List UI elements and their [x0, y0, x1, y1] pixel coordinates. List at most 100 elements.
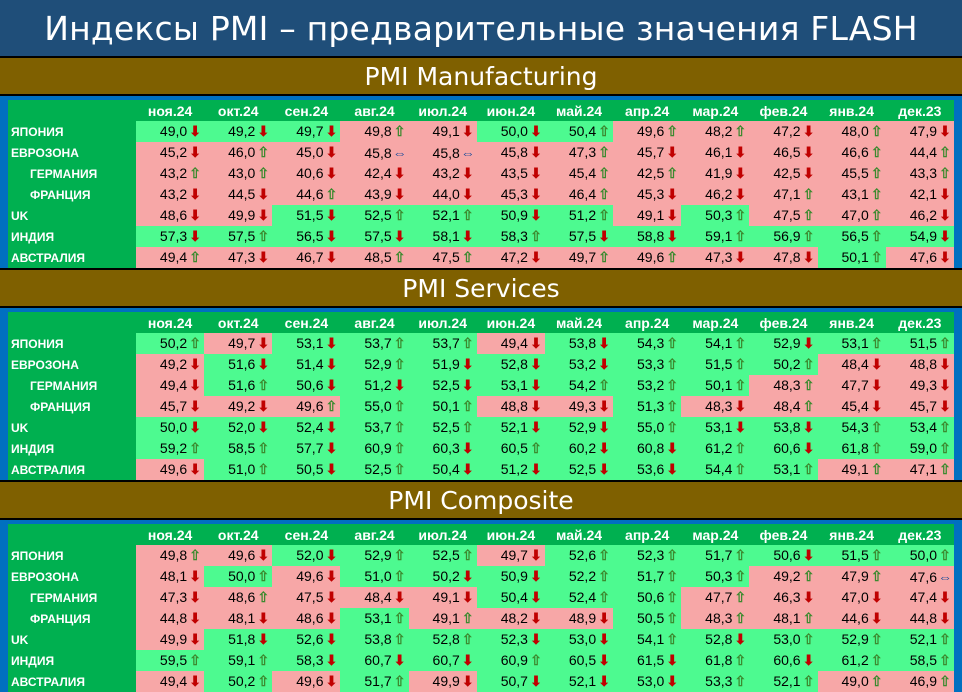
value-cell: 58,8 ⬇: [613, 226, 682, 247]
value-text: 51,5: [705, 356, 733, 372]
value-text: 47,2: [773, 123, 801, 139]
up-arrow-icon: ⇧: [734, 461, 747, 477]
value-cell: 43,2 ⬇: [408, 163, 477, 184]
down-arrow-icon: ⬇: [530, 673, 542, 689]
value-text: 60,5: [568, 652, 597, 668]
value-cell: 53,1 ⇧: [749, 459, 818, 480]
down-arrow-icon: ⬇: [530, 165, 542, 181]
up-arrow-icon: ⇧: [393, 419, 406, 435]
value-text: 61,2: [705, 440, 733, 456]
down-arrow-icon: ⬇: [189, 398, 202, 414]
value-text: 57,5: [364, 228, 392, 244]
value-cell: 53,0 ⬇: [613, 671, 682, 692]
value-text: 52,1: [568, 673, 597, 689]
value-cell: 48,4 ⬇: [817, 354, 886, 375]
down-arrow-icon: ⬇: [257, 207, 270, 223]
value-text: 52,3: [637, 547, 665, 563]
table-row: ИНДИЯ 59,2 ⇧ 58,5 ⇧ 57,7 ⬇ 60,9 ⇧ 60,3 ⬇ 60,5 ⇧ 60,2 ⬇…: [8, 438, 954, 459]
value-text: 44,6: [841, 610, 869, 626]
up-arrow-icon: ⇧: [802, 377, 815, 393]
value-text: 49,1: [432, 610, 460, 626]
up-arrow-icon: ⇧: [393, 207, 406, 223]
month-header: фев.24: [749, 312, 818, 333]
value-cell: 50,4 ⇧: [544, 121, 614, 142]
value-cell: 48,2 ⬇: [476, 608, 545, 629]
value-cell: 60,9 ⇧: [476, 650, 545, 671]
value-text: 44,4: [909, 144, 937, 160]
value-text: 49,6: [296, 398, 324, 414]
value-text: 52,9: [773, 335, 801, 351]
section-panel: ноя.24 окт.24 сен.24 авг.24 июл.24 июн.24 май.…: [0, 96, 962, 268]
up-arrow-icon: ⇧: [393, 547, 406, 563]
up-arrow-icon: ⇧: [734, 673, 747, 689]
up-arrow-icon: ⇧: [666, 377, 679, 393]
down-arrow-icon: ⬇: [325, 461, 338, 477]
up-arrow-icon: ⇧: [189, 249, 202, 265]
value-text: 52,8: [432, 631, 460, 647]
up-arrow-icon: ⇧: [870, 165, 883, 181]
down-arrow-icon: ⬇: [666, 461, 679, 477]
up-arrow-icon: ⇧: [734, 610, 747, 626]
value-cell: 51,7 ⇧: [340, 671, 409, 692]
header-blank: [8, 312, 137, 333]
value-cell: 47,5 ⬇: [272, 587, 341, 608]
down-arrow-icon: ⬇: [393, 228, 406, 244]
up-arrow-icon: ⇧: [734, 335, 747, 351]
down-arrow-icon: ⬇: [461, 673, 474, 689]
up-arrow-icon: ⇧: [666, 610, 679, 626]
down-arrow-icon: ⬇: [598, 419, 610, 435]
value-cell: 48,8 ⬇: [885, 354, 954, 375]
down-arrow-icon: ⬇: [598, 631, 610, 647]
value-cell: 42,4 ⬇: [340, 163, 409, 184]
down-arrow-icon: ⬇: [939, 610, 951, 626]
value-cell: 49,1 ⬇: [613, 205, 682, 226]
value-cell: 60,8 ⬇: [613, 438, 682, 459]
up-arrow-icon: ⇧: [189, 440, 202, 456]
value-text: 53,7: [432, 335, 460, 351]
value-cell: 53,1 ⬇: [681, 417, 750, 438]
value-text: 49,6: [228, 547, 256, 563]
value-text: 51,5: [909, 335, 937, 351]
value-text: 44,6: [296, 186, 324, 202]
value-cell: 49,2 ⬇: [204, 121, 273, 142]
down-arrow-icon: ⬇: [325, 610, 338, 626]
value-cell: 49,1 ⬇: [408, 587, 477, 608]
value-cell: 46,9 ⇧: [885, 671, 954, 692]
value-cell: 52,1 ⇧: [749, 671, 818, 692]
value-text: 51,0: [228, 461, 256, 477]
up-arrow-icon: ⇧: [461, 419, 474, 435]
country-label: АВСТРАЛИЯ: [8, 671, 137, 692]
value-cell: 52,5 ⬇: [408, 375, 477, 396]
up-arrow-icon: ⇧: [939, 144, 951, 160]
down-arrow-icon: ⬇: [189, 228, 202, 244]
spacer: [8, 520, 954, 524]
up-arrow-icon: ⇧: [939, 631, 951, 647]
value-cell: 52,9 ⬇: [749, 333, 818, 354]
up-arrow-icon: ⇧: [802, 207, 815, 223]
value-cell: 54,3 ⇧: [817, 417, 886, 438]
up-arrow-icon: ⇧: [189, 165, 202, 181]
up-arrow-icon: ⇧: [802, 610, 815, 626]
down-arrow-icon: ⬇: [530, 186, 542, 202]
up-arrow-icon: ⇧: [666, 589, 679, 605]
table-row: ЯПОНИЯ 49,0 ⬇ 49,2 ⬇ 49,7 ⬇ 49,8 ⇧ 49,1 ⬇ 50,0 ⬇ 50,4…: [8, 121, 954, 142]
down-arrow-icon: ⬇: [393, 589, 406, 605]
down-arrow-icon: ⬇: [530, 461, 542, 477]
up-arrow-icon: ⇧: [734, 377, 747, 393]
value-cell: 50,3 ⇧: [681, 566, 750, 587]
value-cell: 53,1 ⬇: [272, 333, 341, 354]
down-arrow-icon: ⬇: [734, 144, 747, 160]
value-text: 58,1: [432, 228, 460, 244]
value-cell: 50,3 ⇧: [681, 205, 750, 226]
down-arrow-icon: ⬇: [257, 249, 270, 265]
down-arrow-icon: ⬇: [870, 610, 883, 626]
up-arrow-icon: ⇧: [939, 165, 951, 181]
value-text: 52,1: [773, 673, 801, 689]
down-arrow-icon: ⬇: [530, 568, 542, 584]
month-header: сен.24: [272, 312, 341, 333]
value-text: 50,6: [637, 589, 665, 605]
value-text: 45,5: [841, 165, 869, 181]
header-row: ноя.24 окт.24 сен.24 авг.24 июл.24 июн.24 май.…: [8, 100, 954, 121]
value-cell: 49,2 ⇧: [749, 566, 818, 587]
down-arrow-icon: ⬇: [870, 589, 883, 605]
